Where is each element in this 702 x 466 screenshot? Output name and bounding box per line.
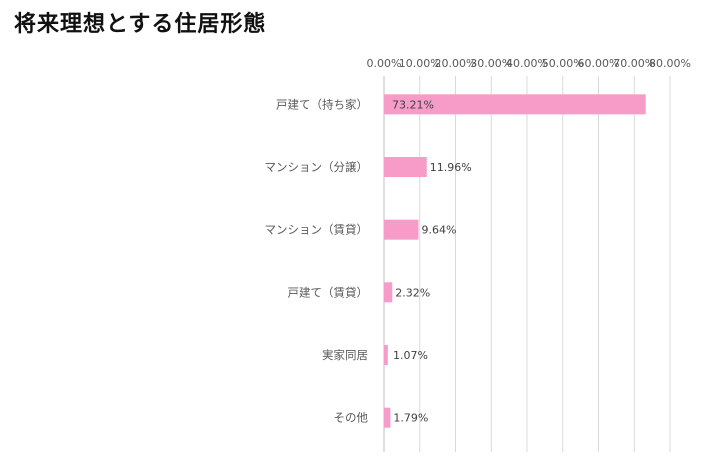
gridlines (383, 76, 671, 452)
category-label: 実家同居 (322, 348, 368, 362)
x-tick-label: 10.00% (399, 57, 441, 70)
data-label: 2.32% (395, 286, 430, 299)
bar (384, 407, 391, 428)
category-label: 戸建て（賃貸） (288, 285, 369, 299)
category-label: 戸建て（持ち家） (276, 97, 368, 111)
x-tick-label: 0.00% (367, 57, 402, 70)
x-tick-label: 50.00% (542, 57, 584, 70)
category-label: マンション（賃貸） (265, 223, 369, 237)
category-label: マンション（分譲） (265, 160, 369, 174)
x-tick-label: 80.00% (649, 57, 691, 70)
x-tick-label: 20.00% (435, 57, 477, 70)
data-label: 73.21% (392, 98, 434, 111)
bars (384, 94, 646, 428)
data-label: 9.64% (421, 224, 456, 237)
data-labels: 73.21% 11.96% 9.64% 2.32% 1.07% 1.79% (392, 98, 472, 424)
bar (384, 94, 646, 115)
data-label: 1.07% (393, 349, 428, 362)
x-tick-label: 60.00% (578, 57, 620, 70)
bar (384, 345, 388, 365)
bar (384, 157, 427, 177)
x-tick-label: 30.00% (470, 57, 512, 70)
x-tick-label: 70.00% (613, 57, 655, 70)
bar (384, 219, 419, 240)
chart-title: 将来理想とする住居形態 (14, 12, 267, 37)
category-label: その他 (334, 411, 369, 425)
x-tick-label: 40.00% (506, 57, 548, 70)
bar (384, 282, 393, 303)
data-label: 1.79% (393, 412, 428, 425)
x-axis-ticks: 0.00%10.00%20.00%30.00%40.00%50.00%60.00… (367, 57, 691, 70)
data-label: 11.96% (430, 161, 472, 174)
